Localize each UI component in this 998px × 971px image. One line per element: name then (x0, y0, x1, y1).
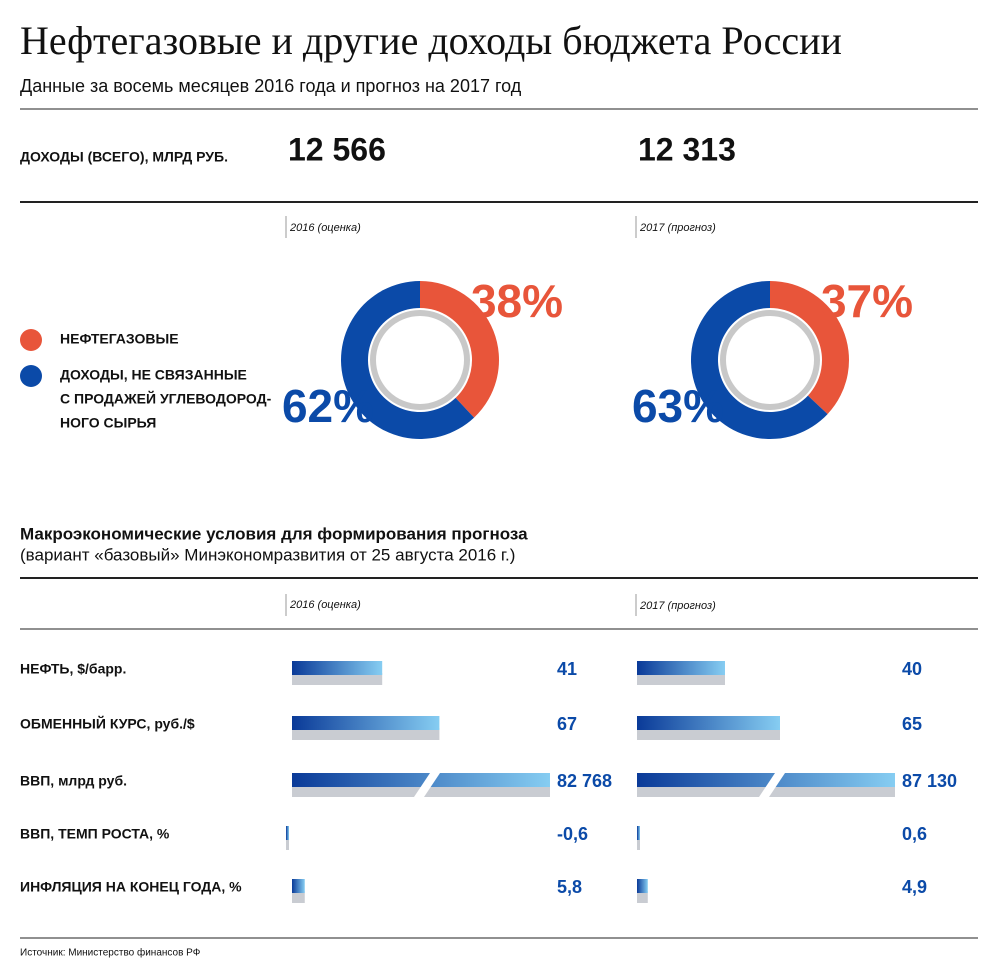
legend-label: С ПРОДАЖЕЙ УГЛЕВОДОРОД- (60, 390, 272, 407)
donut-segment (691, 281, 828, 439)
donut-segment (341, 281, 475, 440)
bar (292, 716, 440, 730)
donut-segment (420, 281, 500, 418)
bar-value: 4,9 (902, 877, 927, 897)
revenue-label: ДОХОДЫ (ВСЕГО), МЛРД РУБ. (20, 149, 228, 165)
bar-value: 67 (557, 714, 577, 734)
period: 2016 (оценка) (289, 599, 361, 611)
legend-swatch (20, 365, 42, 387)
donut-label: 37% (821, 275, 913, 327)
bar-value: 5,8 (557, 877, 582, 897)
bar-value: 40 (902, 659, 922, 679)
row-label: ИНФЛЯЦИЯ НА КОНЕЦ ГОДА, % (20, 879, 242, 895)
bar (292, 661, 383, 675)
bar-shadow (637, 891, 648, 903)
bar (637, 773, 895, 787)
bar (637, 879, 648, 893)
donut-segment (770, 281, 850, 415)
legend-swatch (20, 329, 42, 351)
bar-shadow (286, 838, 289, 850)
bar-break (412, 770, 442, 800)
bar (292, 879, 305, 893)
bar-value: 82 768 (557, 771, 612, 791)
period: 2016 (оценка) (289, 222, 361, 234)
bar (292, 773, 550, 787)
source: Источник: Министерство финансов РФ (20, 947, 201, 959)
bar-value: 41 (557, 659, 577, 679)
bar (286, 826, 289, 840)
title: Нефтегазовые и другие доходы бюджета Рос… (20, 18, 842, 63)
bar-value: 65 (902, 714, 922, 734)
legend-label: НЕФТЕГАЗОВЫЕ (60, 331, 179, 347)
bar-value: 87 130 (902, 771, 957, 791)
donut-label: 62% (282, 380, 374, 432)
row-label: НЕФТЬ, $/барр. (20, 661, 126, 677)
bar-break (757, 770, 787, 800)
revenue-value: 12 313 (638, 131, 736, 167)
bar (637, 716, 780, 730)
bar-shadow (292, 728, 440, 740)
bar-shadow (637, 838, 640, 850)
donut-label: 63% (632, 380, 724, 432)
macro-title: Макроэкономические условия для формирова… (20, 524, 528, 543)
period: 2017 (прогноз) (639, 600, 716, 612)
donut-label: 38% (471, 275, 563, 327)
bar-shadow (292, 673, 383, 685)
legend-label: НОГО СЫРЬЯ (60, 415, 156, 431)
row-label: ВВП, млрд руб. (20, 773, 127, 789)
bar (637, 826, 640, 840)
period: 2017 (прогноз) (639, 222, 716, 234)
legend-label: ДОХОДЫ, НЕ СВЯЗАННЫЕ (60, 367, 247, 383)
revenue-value: 12 566 (288, 131, 386, 167)
bar-value: -0,6 (557, 824, 588, 844)
row-label: ОБМЕННЫЙ КУРС, руб./$ (20, 715, 195, 732)
donut-ring (370, 310, 470, 410)
bar-shadow (637, 728, 780, 740)
row-label: ВВП, ТЕМП РОСТА, % (20, 826, 170, 842)
donut-ring (720, 310, 820, 410)
macro-subtitle: (вариант «базовый» Минэкономразвития от … (20, 545, 515, 564)
bar-value: 0,6 (902, 824, 927, 844)
bar (637, 661, 725, 675)
subtitle: Данные за восемь месяцев 2016 года и про… (20, 76, 522, 96)
bar-shadow (637, 673, 725, 685)
bar-shadow (292, 891, 305, 903)
